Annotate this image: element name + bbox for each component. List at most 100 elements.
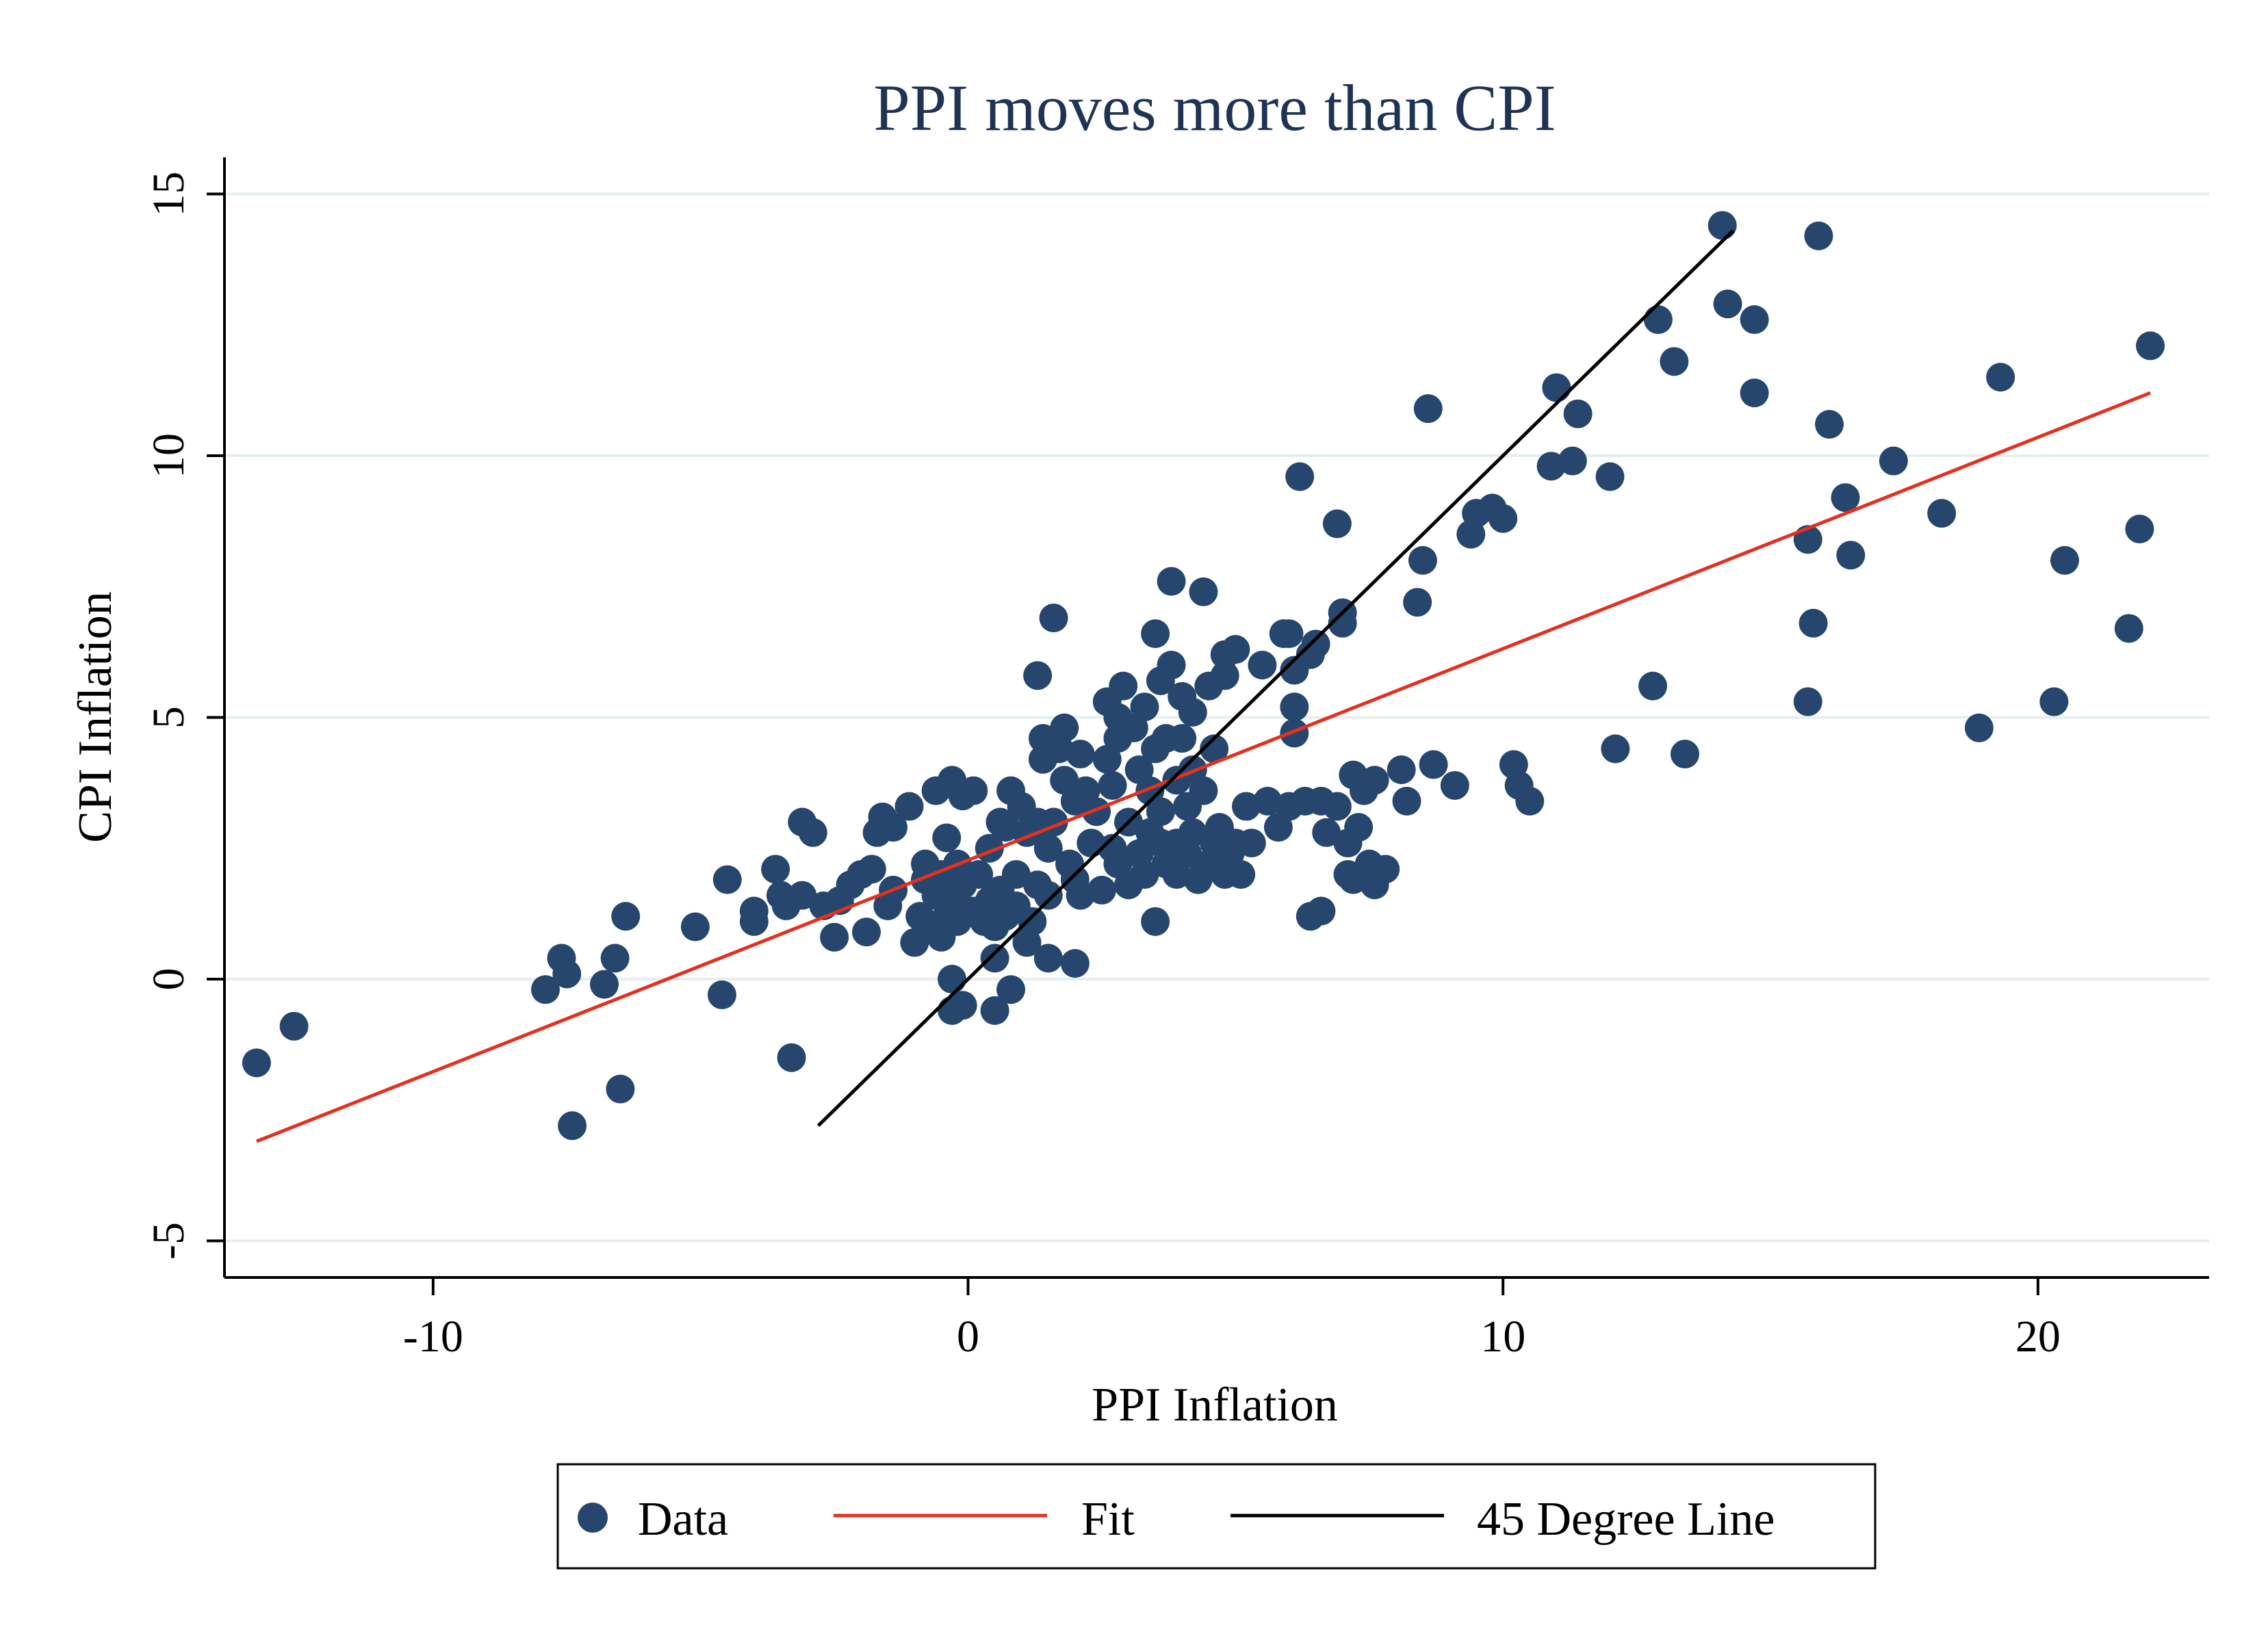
data-point — [1001, 859, 1031, 889]
y-tick-label: -5 — [144, 1222, 194, 1260]
data-point — [1322, 509, 1352, 538]
data-point — [1322, 792, 1352, 821]
data-point — [777, 1043, 806, 1072]
data-point — [2039, 687, 2069, 716]
data-point — [1109, 671, 1138, 701]
data-point — [1157, 651, 1186, 680]
data-point — [1638, 671, 1668, 701]
data-point — [1542, 373, 1571, 402]
data-point — [1023, 661, 1053, 690]
data-point — [1312, 818, 1341, 847]
data-point — [1130, 859, 1159, 889]
data-point — [857, 855, 886, 884]
plot-area — [242, 211, 2165, 1143]
data-point — [820, 922, 849, 952]
data-point — [980, 944, 1009, 973]
data-point — [932, 823, 962, 853]
data-point — [1130, 692, 1159, 722]
data-point — [1082, 797, 1111, 827]
data-point — [996, 975, 1026, 1004]
data-point — [1178, 697, 1207, 727]
data-point — [1189, 577, 1218, 606]
data-point — [1098, 770, 1127, 800]
legend-data-label: Data — [638, 1493, 728, 1546]
data-point — [879, 813, 908, 842]
data-point — [558, 1111, 587, 1141]
data-point — [1793, 687, 1822, 716]
data-point — [1285, 462, 1315, 491]
data-point — [1066, 740, 1095, 769]
y-axis-label: CPI Inflation — [69, 591, 122, 842]
legend-data-marker — [578, 1503, 608, 1533]
data-point — [1050, 713, 1079, 742]
data-point — [1413, 394, 1443, 424]
data-point — [1799, 608, 1828, 638]
data-point — [1157, 567, 1186, 596]
data-point — [1713, 289, 1742, 319]
data-point — [761, 855, 790, 884]
data-point — [1301, 629, 1330, 659]
data-point — [1740, 378, 1769, 408]
data-point — [1563, 399, 1593, 428]
data-point — [1039, 603, 1068, 633]
y-tick-label: 5 — [144, 706, 194, 729]
data-point — [531, 975, 560, 1004]
data-point — [1986, 363, 2015, 392]
data-point — [1237, 829, 1266, 858]
data-point — [1371, 855, 1400, 884]
data-point — [1831, 483, 1860, 512]
data-point — [1087, 875, 1116, 905]
y-tick-label: 0 — [144, 968, 194, 990]
data-point — [798, 818, 827, 847]
legend-box — [556, 1463, 1877, 1570]
data-point — [1419, 750, 1448, 779]
y-tick-label: 15 — [144, 172, 194, 217]
data-point — [1601, 734, 1630, 764]
data-point — [600, 944, 630, 973]
legend-45-degree-label: 45 Degree Line — [1477, 1493, 1775, 1546]
data-point — [589, 970, 619, 999]
data-point — [739, 896, 769, 926]
data-point — [1306, 896, 1336, 926]
data-point — [1879, 446, 1908, 476]
data-point — [788, 881, 817, 910]
data-point — [948, 991, 977, 1020]
data-point — [1360, 766, 1389, 795]
data-point — [964, 859, 994, 889]
data-point — [1248, 651, 1277, 680]
x-axis-ticks: -10 0 10 20 — [403, 1277, 2061, 1362]
data-point — [1815, 410, 1844, 439]
data-point — [1927, 499, 1957, 528]
data-point — [1018, 907, 1047, 936]
x-tick-label: -10 — [403, 1312, 463, 1362]
data-point — [1033, 881, 1063, 910]
data-point — [1168, 724, 1197, 753]
data-point — [1489, 504, 1518, 533]
data-point — [1440, 770, 1469, 800]
data-point — [1387, 755, 1416, 784]
fit-line — [255, 391, 2151, 1143]
forty-five-degree-line — [816, 229, 1735, 1127]
data-point — [552, 959, 582, 989]
data-point — [2050, 546, 2079, 575]
y-axis-ticks: -5 0 5 10 15 — [144, 172, 224, 1260]
data-point — [938, 964, 967, 994]
data-point — [1178, 818, 1207, 847]
data-point — [852, 918, 881, 947]
data-point — [1558, 446, 1587, 476]
data-point — [279, 1011, 309, 1041]
data-point — [1033, 833, 1063, 863]
data-point — [1836, 541, 1866, 570]
data-point — [1804, 221, 1833, 250]
data-point — [1408, 546, 1437, 575]
x-tick-label: 20 — [2015, 1312, 2061, 1362]
data-point — [1280, 692, 1309, 722]
x-axis-label: PPI Inflation — [1092, 1379, 1338, 1431]
data-point — [980, 996, 1009, 1025]
data-point — [242, 1048, 271, 1078]
data-point — [1392, 786, 1421, 816]
data-point — [712, 865, 742, 894]
data-point — [1141, 619, 1170, 649]
data-point — [1200, 734, 1229, 764]
